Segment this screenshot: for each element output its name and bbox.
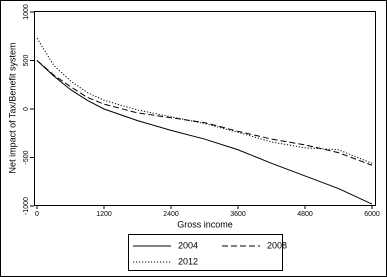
y-axis-label: Net impact of Tax/Benefit system bbox=[7, 43, 17, 174]
legend bbox=[128, 234, 283, 271]
x-tick-label: 3600 bbox=[230, 211, 246, 218]
x-tick-label: 0 bbox=[35, 211, 39, 218]
x-tick-label: 6000 bbox=[364, 211, 380, 218]
series-line bbox=[36, 60, 373, 166]
y-tick-label: -1000 bbox=[23, 197, 30, 215]
series-line bbox=[36, 60, 373, 205]
y-tick-label: -500 bbox=[23, 150, 30, 164]
legend-label: 2012 bbox=[178, 256, 198, 266]
plot-frame bbox=[34, 11, 376, 206]
x-tick-label: 2400 bbox=[163, 211, 179, 218]
x-tick-label: 4800 bbox=[297, 211, 313, 218]
series-line bbox=[36, 37, 373, 164]
x-tick-label: 1200 bbox=[96, 211, 112, 218]
y-tick-label: 1000 bbox=[23, 4, 30, 20]
legend-label: 2008 bbox=[267, 240, 287, 250]
x-axis-label: Gross income bbox=[177, 219, 233, 229]
y-tick-label: 0 bbox=[23, 107, 30, 111]
y-tick-label: 500 bbox=[23, 55, 30, 67]
legend-label: 2004 bbox=[178, 240, 198, 250]
